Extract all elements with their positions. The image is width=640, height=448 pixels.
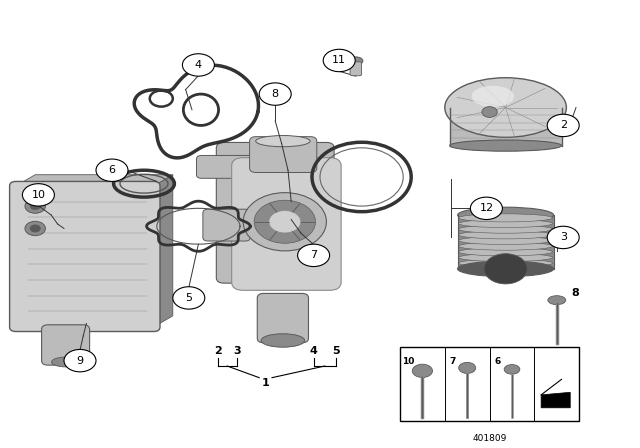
Text: 4: 4 — [310, 346, 317, 356]
Text: 8: 8 — [571, 289, 579, 298]
Circle shape — [547, 114, 579, 137]
Text: 3: 3 — [560, 233, 566, 242]
Ellipse shape — [349, 57, 363, 65]
Bar — [458, 215, 554, 269]
Ellipse shape — [450, 140, 561, 151]
FancyBboxPatch shape — [232, 158, 341, 290]
Circle shape — [22, 184, 54, 206]
Circle shape — [298, 244, 330, 267]
Ellipse shape — [256, 135, 310, 147]
Circle shape — [269, 211, 301, 233]
Ellipse shape — [458, 261, 554, 276]
Circle shape — [25, 199, 45, 213]
Circle shape — [182, 54, 214, 76]
Circle shape — [173, 287, 205, 309]
Text: 11: 11 — [332, 56, 346, 65]
Text: 2: 2 — [214, 346, 221, 356]
Text: 7: 7 — [450, 358, 456, 366]
Ellipse shape — [458, 207, 554, 223]
Text: 5: 5 — [332, 346, 340, 356]
Circle shape — [25, 221, 45, 236]
Ellipse shape — [458, 214, 553, 222]
Ellipse shape — [412, 364, 433, 378]
Ellipse shape — [261, 334, 305, 347]
FancyBboxPatch shape — [257, 293, 308, 343]
Ellipse shape — [458, 254, 553, 262]
Text: 2: 2 — [559, 121, 567, 130]
Ellipse shape — [472, 86, 514, 107]
Ellipse shape — [445, 78, 566, 137]
Text: 1: 1 — [262, 378, 269, 388]
Ellipse shape — [52, 357, 81, 367]
Polygon shape — [16, 175, 173, 186]
Ellipse shape — [458, 231, 553, 239]
Text: 3: 3 — [233, 346, 241, 356]
Text: 5: 5 — [186, 293, 192, 303]
Text: 401809: 401809 — [472, 434, 507, 443]
Text: 12: 12 — [479, 203, 493, 213]
Text: 10: 10 — [31, 190, 45, 200]
Polygon shape — [541, 392, 570, 408]
Ellipse shape — [458, 248, 553, 256]
Bar — [400, 347, 579, 421]
FancyBboxPatch shape — [350, 62, 362, 76]
FancyBboxPatch shape — [10, 181, 160, 332]
Circle shape — [547, 226, 579, 249]
Ellipse shape — [458, 237, 553, 245]
Circle shape — [323, 49, 355, 72]
Text: 6: 6 — [109, 165, 115, 175]
Ellipse shape — [458, 259, 553, 267]
FancyBboxPatch shape — [203, 209, 250, 241]
FancyBboxPatch shape — [196, 155, 264, 178]
FancyBboxPatch shape — [250, 137, 317, 172]
Circle shape — [254, 200, 316, 243]
Ellipse shape — [458, 220, 553, 228]
Ellipse shape — [458, 265, 553, 273]
Text: 10: 10 — [402, 358, 414, 366]
Bar — [450, 108, 561, 146]
FancyBboxPatch shape — [42, 325, 90, 365]
Polygon shape — [154, 175, 173, 327]
Circle shape — [64, 349, 96, 372]
Text: 4: 4 — [195, 60, 202, 70]
Text: 8: 8 — [271, 89, 279, 99]
Circle shape — [482, 107, 497, 117]
Circle shape — [259, 83, 291, 105]
Ellipse shape — [458, 225, 553, 233]
Text: 9: 9 — [76, 356, 84, 366]
Circle shape — [96, 159, 128, 181]
Ellipse shape — [458, 242, 553, 250]
Ellipse shape — [504, 365, 520, 374]
Circle shape — [470, 197, 502, 220]
Ellipse shape — [548, 296, 566, 305]
Circle shape — [30, 202, 40, 210]
Ellipse shape — [459, 362, 476, 374]
FancyBboxPatch shape — [216, 142, 334, 283]
Circle shape — [243, 193, 326, 251]
Text: 7: 7 — [310, 250, 317, 260]
Circle shape — [484, 254, 527, 284]
Text: 6: 6 — [495, 358, 500, 366]
Circle shape — [30, 225, 40, 232]
